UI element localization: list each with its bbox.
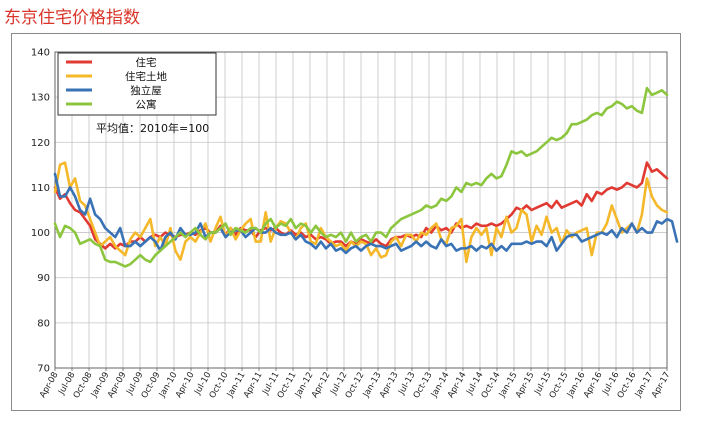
legend-label: 独立屋 bbox=[130, 84, 162, 97]
chart-frame: 70 80 90 100 110 120 130 140 Apr-08 Jul-08 Oct-08 J… bbox=[11, 33, 681, 411]
x-tick-label: Apr-08 bbox=[38, 371, 61, 400]
legend-label: 住宅 bbox=[136, 56, 157, 69]
legend-label: 公寓 bbox=[136, 98, 157, 111]
y-tick-label: 110 bbox=[31, 183, 50, 194]
y-tick-label: 120 bbox=[31, 138, 50, 149]
y-tick-label: 90 bbox=[37, 273, 50, 284]
series-line-3 bbox=[53, 172, 679, 255]
y-tick-label: 80 bbox=[37, 318, 50, 329]
y-tick-label: 130 bbox=[31, 93, 50, 104]
legend-label: 住宅土地 bbox=[125, 70, 167, 83]
y-tick-label: 70 bbox=[37, 364, 50, 375]
series-line-1 bbox=[53, 161, 669, 250]
y-tick-label: 140 bbox=[31, 48, 50, 59]
page-title: 东京住宅价格指数 bbox=[4, 8, 140, 28]
line-chart: 708090100110120130140Apr-08Jul-08Oct-08J… bbox=[31, 48, 679, 400]
chart-note: 平均值：2010年=100 bbox=[96, 121, 209, 135]
y-tick-label: 100 bbox=[31, 228, 50, 239]
series-line-4 bbox=[53, 86, 669, 268]
